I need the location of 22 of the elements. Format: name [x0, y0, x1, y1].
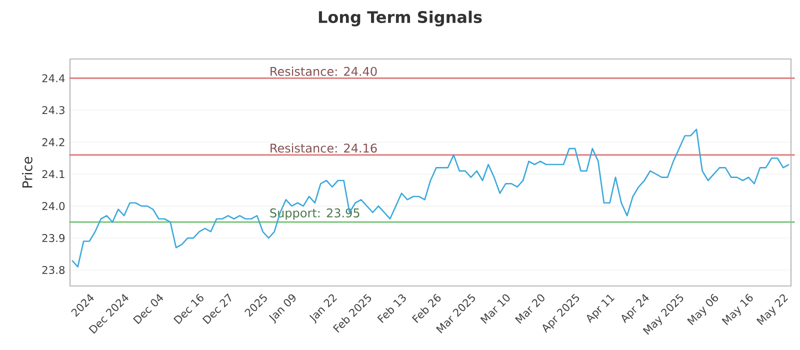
y-tick-label: 23.8 — [42, 266, 65, 274]
x-tick-label: Jan 09 — [268, 294, 296, 324]
x-tick-label: Feb 26 — [412, 294, 441, 324]
x-tick-label: Dec 27 — [202, 293, 232, 324]
y-tick-label: 24.4 — [42, 74, 65, 82]
y-tick-label: 24.2 — [42, 138, 64, 146]
x-tick-label: Dec 04 — [132, 294, 164, 324]
x-tick-label: Jan 22 — [309, 294, 338, 324]
x-tick-label: Mar 20 — [514, 294, 544, 324]
ref-line-label: Resistance: 24.40 — [270, 66, 377, 76]
y-tick-label: 23.9 — [42, 234, 65, 242]
x-tick-label: Apr 24 — [622, 294, 649, 324]
y-axis-title: Price — [22, 156, 32, 188]
x-tick-label: Dec 16 — [173, 294, 204, 324]
y-tick-label: 24.3 — [42, 106, 64, 114]
x-tick-label: Apr 11 — [586, 294, 615, 324]
chart-title: Long Term Signals — [318, 10, 482, 26]
y-tick-label: 24.1 — [42, 170, 64, 178]
x-tick-label: Mar 10 — [480, 294, 510, 324]
y-tick-label: 24.0 — [42, 202, 65, 210]
ref-line-label: Resistance: 24.16 — [270, 143, 377, 153]
x-tick-label: Feb 13 — [377, 294, 406, 324]
